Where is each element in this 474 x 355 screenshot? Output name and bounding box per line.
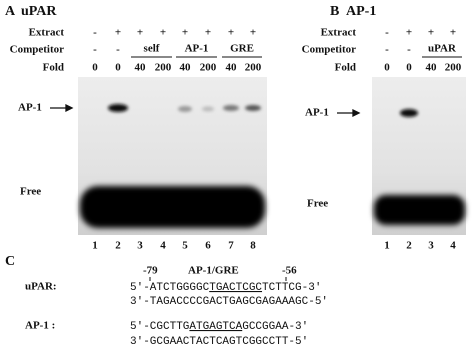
extract-value: + xyxy=(450,27,456,39)
strand-part: 5'-CGCTTG xyxy=(130,321,189,333)
extract-label: Extract xyxy=(29,27,65,39)
fold-value: 40 xyxy=(226,62,238,74)
extract-value: + xyxy=(205,27,211,39)
fold-value: 0 xyxy=(384,62,390,74)
strand-part: ATGAGTCA xyxy=(189,321,242,333)
fold-value: 200 xyxy=(200,62,217,74)
lane-number: 3 xyxy=(428,240,434,252)
competitor-value: - xyxy=(385,44,389,56)
lane-number: 4 xyxy=(160,240,166,252)
arrows xyxy=(50,103,361,118)
lane-number: 1 xyxy=(92,240,98,252)
strand-part: TGACTCGC xyxy=(209,282,262,294)
extract-value: - xyxy=(93,27,97,39)
extract-value: + xyxy=(137,27,143,39)
gel-b xyxy=(372,77,466,235)
fold-value: 40 xyxy=(426,62,438,74)
competitor-value: - xyxy=(93,44,97,56)
panel-title: AP-1 xyxy=(346,4,376,19)
fold-value: 40 xyxy=(180,62,192,74)
panel-letter: A xyxy=(5,4,16,19)
top-strand: 5'-CGCTTGATGAGTCAGCCGGAA-3' xyxy=(130,321,308,333)
fold-value: 200 xyxy=(445,62,462,74)
position-start: -79 xyxy=(143,265,158,277)
markers xyxy=(149,277,287,281)
fold-label: Fold xyxy=(43,62,64,74)
extract-value: - xyxy=(385,27,389,39)
lane-number: 2 xyxy=(115,240,121,252)
site-label: AP-1/GRE xyxy=(188,265,239,277)
competitor-value: - xyxy=(116,44,120,56)
lane-number: 8 xyxy=(250,240,256,252)
competitor-group: self xyxy=(144,43,160,55)
extract-value: + xyxy=(115,27,121,39)
lane-number: 3 xyxy=(137,240,143,252)
competitor-label: Competitor xyxy=(302,44,356,56)
competitor-group: GRE xyxy=(230,43,254,55)
panel-letter: C xyxy=(5,254,15,269)
extract-value: + xyxy=(428,27,434,39)
fold-label: Fold xyxy=(335,62,356,74)
fold-value: 0 xyxy=(92,62,98,74)
fold-value: 200 xyxy=(155,62,172,74)
lane-number: 6 xyxy=(205,240,211,252)
top-strand: 5'-ATCTGGGGCTGACTCGCTCTTCG-3' xyxy=(130,282,321,294)
fold-value: 200 xyxy=(245,62,262,74)
panel-title: uPAR xyxy=(21,4,57,19)
bottom-strand: 3'-GCGAACTACTCAGTCGGCCTT-5' xyxy=(130,336,308,348)
strand-part: TCTTCG-3' xyxy=(262,282,321,294)
band-label: AP-1 xyxy=(18,102,42,114)
competitor-label: Competitor xyxy=(10,44,64,56)
lane-number: 2 xyxy=(406,240,412,252)
strand-part: 5'-ATCTGGGGC xyxy=(130,282,210,294)
extract-value: + xyxy=(160,27,166,39)
panel-letter: B xyxy=(330,4,339,19)
competitor-value: - xyxy=(407,44,411,56)
lane-number: 1 xyxy=(384,240,390,252)
bottom-strand: 3'-TAGACCCCGACTGAGCGAGAAAGC-5' xyxy=(130,296,328,308)
sequence-label: AP-1 : xyxy=(25,320,55,332)
lane-number: 7 xyxy=(228,240,234,252)
free-label: Free xyxy=(20,186,41,198)
gel-a xyxy=(78,77,267,235)
position-end: -56 xyxy=(282,265,297,277)
extract-value: + xyxy=(182,27,188,39)
competitor-group: AP-1 xyxy=(185,43,209,55)
extract-label: Extract xyxy=(321,27,357,39)
extract-value: + xyxy=(228,27,234,39)
free-label: Free xyxy=(307,198,328,210)
band-label: AP-1 xyxy=(305,107,329,119)
competitor-group: uPAR xyxy=(428,43,457,55)
lane-number: 4 xyxy=(450,240,456,252)
extract-value: + xyxy=(406,27,412,39)
extract-value: + xyxy=(250,27,256,39)
fold-value: 40 xyxy=(135,62,147,74)
sequence-label: uPAR: xyxy=(25,281,57,293)
fold-value: 0 xyxy=(115,62,121,74)
fold-value: 0 xyxy=(406,62,412,74)
strand-part: GCCGGAA-3' xyxy=(242,321,308,333)
lane-number: 5 xyxy=(182,240,188,252)
